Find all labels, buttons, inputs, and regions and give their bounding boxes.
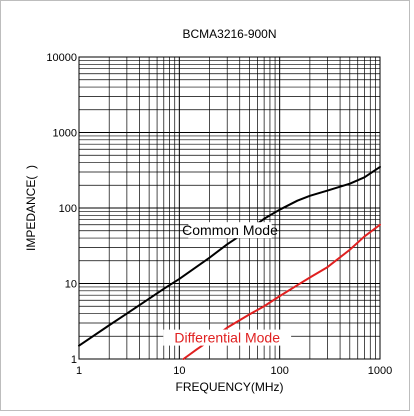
y-tick-label: 100 xyxy=(59,203,77,215)
y-tick-label: 10 xyxy=(65,279,77,291)
differential-mode-label: Differential Mode xyxy=(174,330,280,346)
y-axis-label: IMPEDANCE( ) xyxy=(24,165,38,251)
common-mode-label: Common Mode xyxy=(182,222,278,238)
x-tick-label: 1 xyxy=(76,365,82,377)
series-labels: Common Mode Differential Mode xyxy=(163,222,292,346)
x-axis-label: FREQUENCY(MHz) xyxy=(176,380,284,394)
y-tick-label: 10000 xyxy=(46,52,77,64)
chart-title: BCMA3216-900N xyxy=(182,27,276,41)
differential-mode-label-background xyxy=(163,329,292,346)
chart-grid xyxy=(78,57,380,360)
y-tick-label: 1000 xyxy=(53,128,77,140)
x-tick-label: 100 xyxy=(270,365,288,377)
x-tick-label: 1000 xyxy=(368,365,392,377)
tick-labels: 1 10 100 1000 1 10 100 1000 10000 xyxy=(46,52,392,377)
x-tick-label: 10 xyxy=(173,365,185,377)
common-mode-line xyxy=(78,165,381,347)
plot-area-border xyxy=(78,56,381,360)
common-mode-label-background xyxy=(188,222,272,239)
y-tick-label: 1 xyxy=(71,354,77,366)
